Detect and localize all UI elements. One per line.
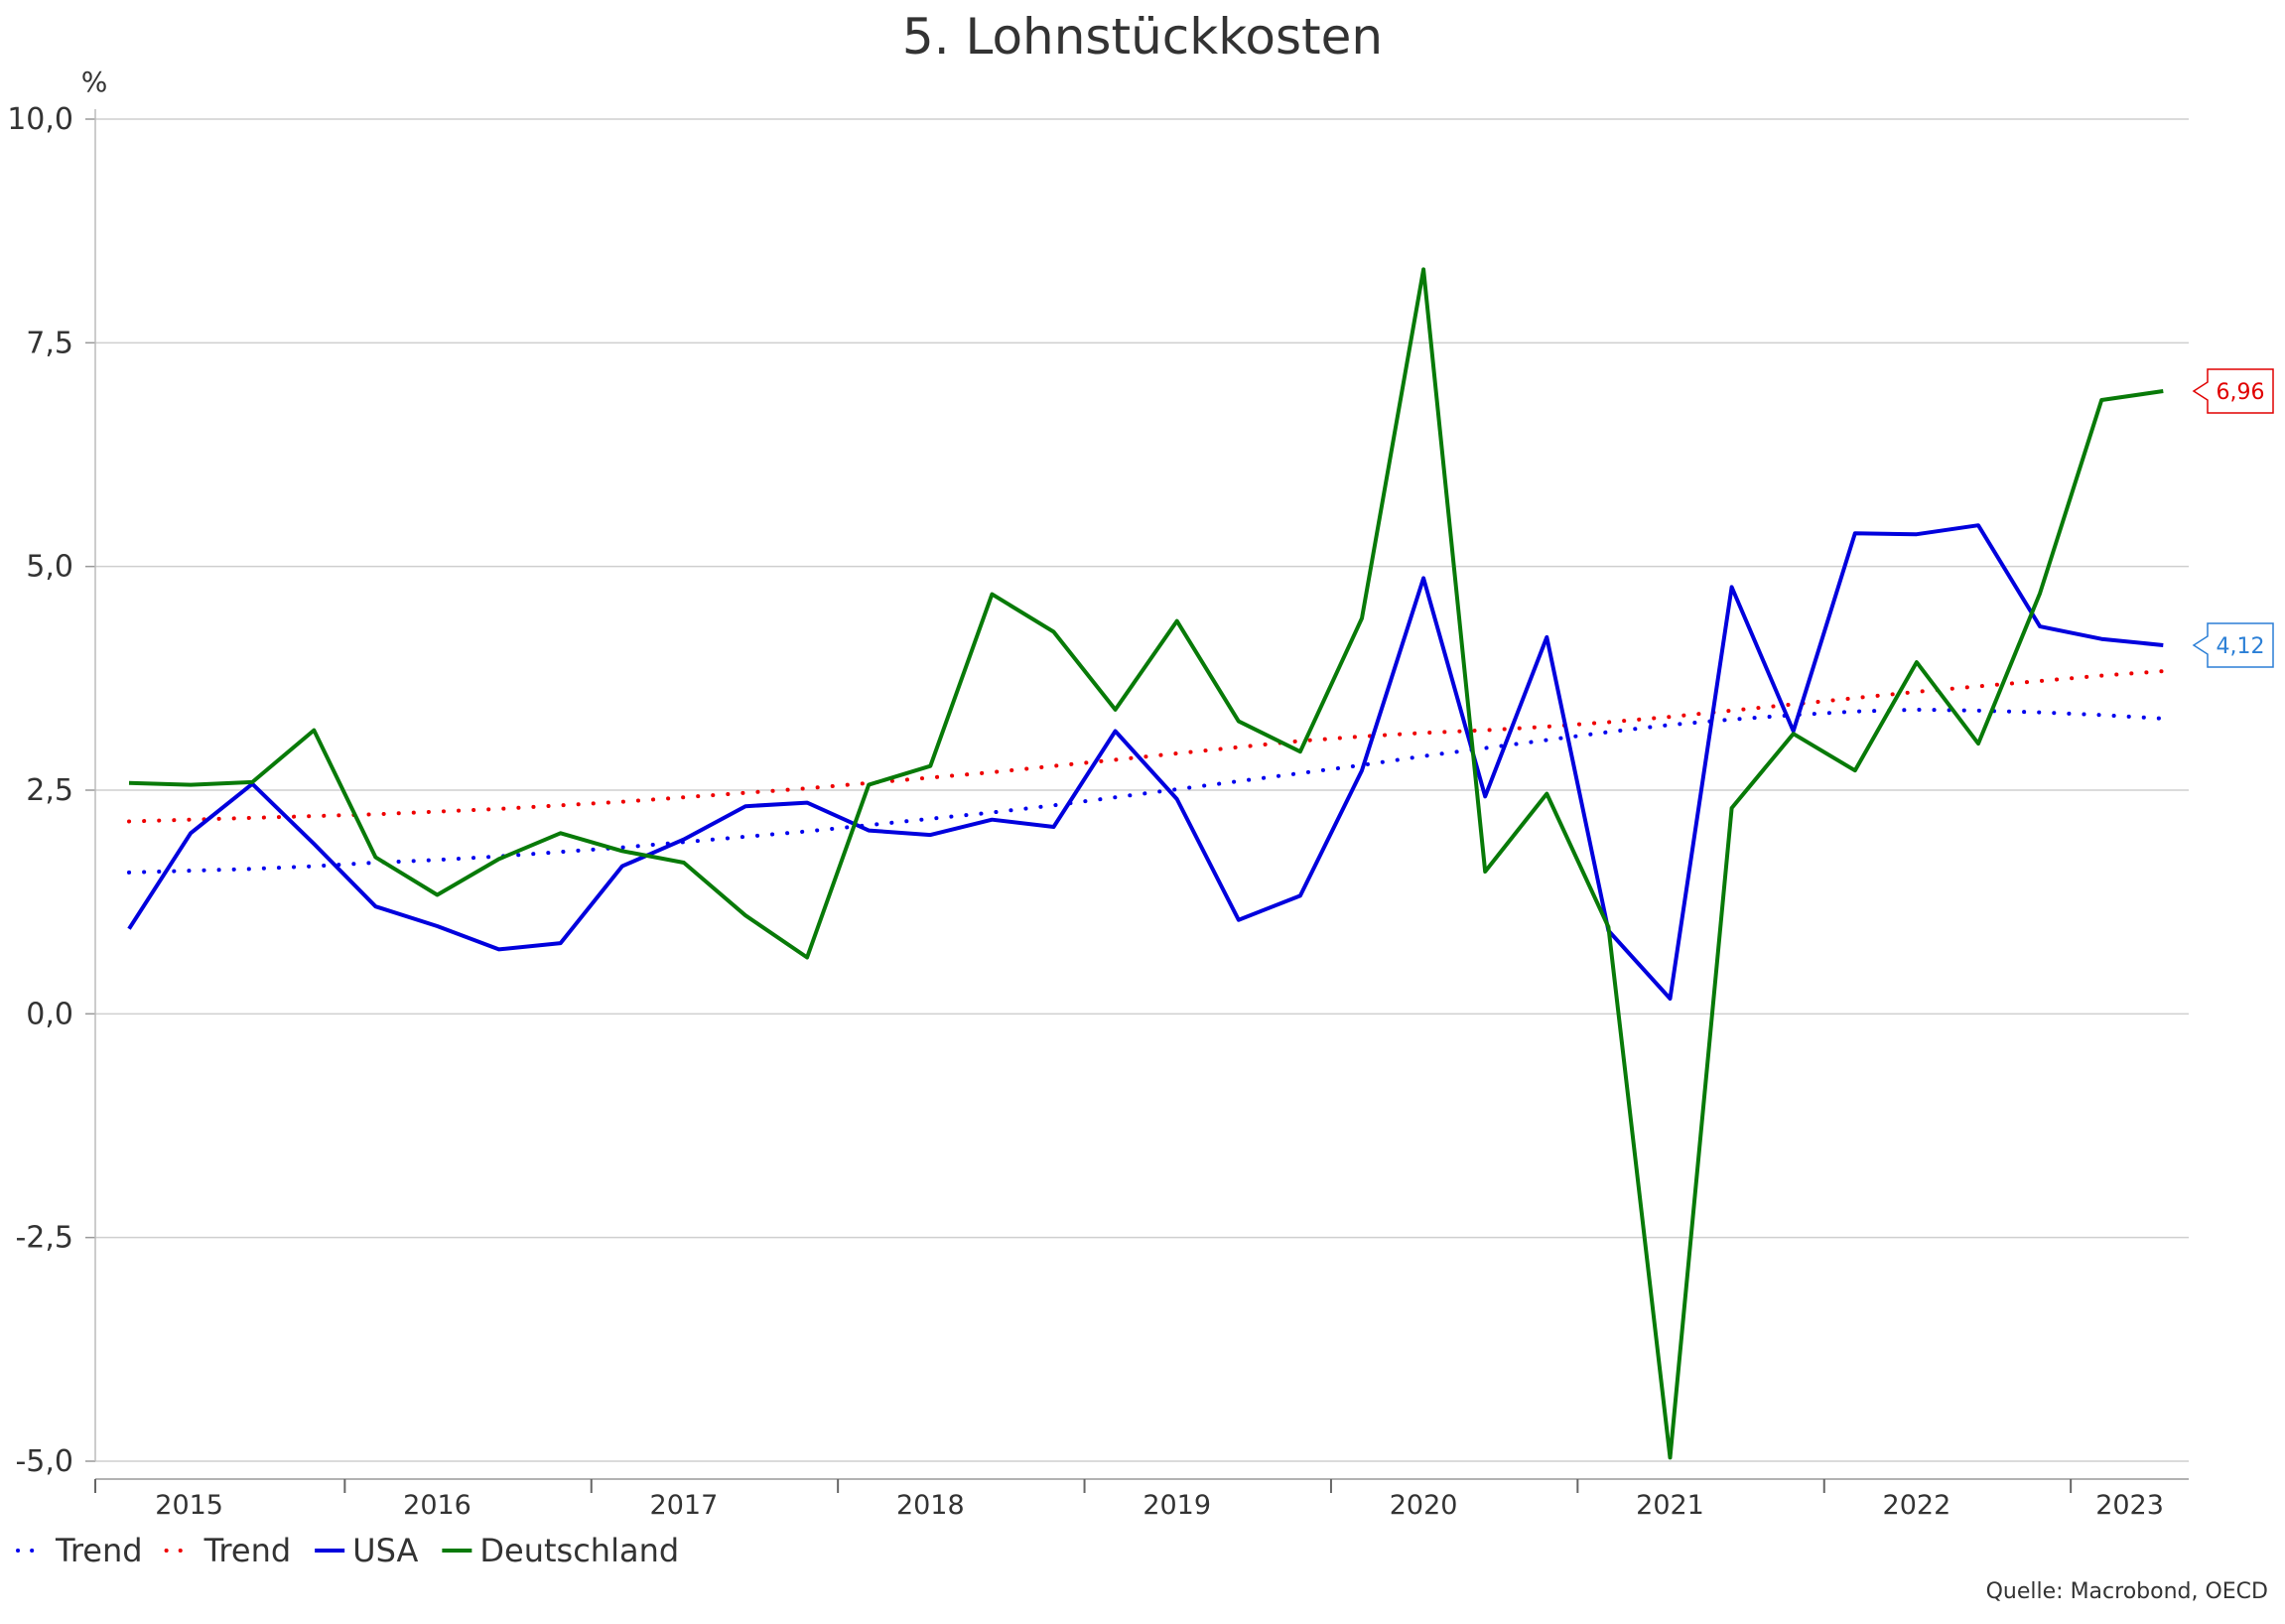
end-label-box	[2192, 622, 2274, 668]
x-tick-label: 2016	[403, 1490, 471, 1521]
y-tick-label: 2,5	[26, 773, 73, 808]
y-tick-label: 7,5	[26, 326, 73, 360]
x-tick-label: 2019	[1142, 1490, 1211, 1521]
series-line-0-trend	[127, 707, 2166, 875]
y-tick-labels: 10,0 7,5 5,0 2,5 0,0 -2,5 -5,0	[7, 102, 73, 1479]
x-tick-label: 2022	[1883, 1490, 1951, 1521]
end-labels: 6,96 4,12	[2192, 368, 2274, 668]
y-axis-unit: %	[81, 66, 108, 98]
x-tick-label: 2021	[1636, 1490, 1704, 1521]
source-note: Quelle: Macrobond, OECD	[1986, 1579, 2268, 1604]
x-tick-label: 2015	[155, 1490, 223, 1521]
x-tick-label: 2023	[2095, 1490, 2164, 1521]
y-tick-label: 5,0	[26, 550, 73, 585]
y-tick-label: 10,0	[7, 102, 73, 137]
gridlines	[85, 109, 2189, 1462]
x-tick-label: 2020	[1390, 1490, 1458, 1521]
y-tick-label: -5,0	[15, 1444, 73, 1479]
y-tick-label: 0,0	[26, 997, 73, 1031]
legend-label: Trend	[55, 1532, 143, 1569]
series-line-2-usa	[127, 523, 2164, 1001]
series-lines	[127, 267, 2166, 1460]
legend-label: Trend	[203, 1532, 292, 1569]
series-line-3-deutschland	[128, 267, 2164, 1460]
legend-label: Deutschland	[479, 1532, 679, 1569]
x-tick-label: 2018	[896, 1490, 965, 1521]
chart-title: 5. Lohnstückkosten	[902, 8, 1383, 66]
end-label-text: 6,96	[2217, 380, 2265, 405]
x-axis: 2015 2016 2017 2018 2019 2020 2021 2022 2023	[94, 1478, 2189, 1521]
end-label-box	[2192, 368, 2274, 414]
end-label-text: 4,12	[2217, 634, 2265, 659]
series-line-1-trend	[127, 669, 2166, 824]
x-tick-label: 2017	[650, 1490, 719, 1521]
y-tick-label: -2,5	[15, 1221, 73, 1256]
legend-label: USA	[352, 1532, 418, 1569]
legend: Trend Trend USA Deutschland	[16, 1532, 679, 1569]
